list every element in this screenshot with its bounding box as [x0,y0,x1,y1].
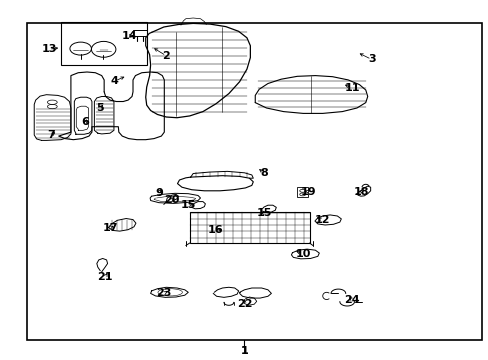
Text: 1: 1 [240,346,248,356]
Text: 2: 2 [162,51,170,61]
Bar [61,22,146,65]
Text: 9: 9 [155,188,163,198]
Text: 14: 14 [122,31,137,41]
Text: 11: 11 [344,83,359,93]
Bar [297,187,307,197]
Text: 15: 15 [180,200,196,210]
Text: 16: 16 [207,225,223,235]
Text: 21: 21 [97,272,113,282]
Text: 12: 12 [314,215,330,225]
Text: 20: 20 [164,195,180,205]
Text: 1: 1 [240,346,248,356]
Text: 10: 10 [295,249,310,259]
Text: 8: 8 [260,168,267,178]
Text: 19: 19 [300,186,315,197]
Text: 23: 23 [156,288,171,298]
Text: 15: 15 [256,208,271,218]
Bar [189,212,309,243]
Text: 17: 17 [102,222,118,233]
Bar [27,23,481,340]
Text: 18: 18 [353,186,369,197]
Text: 13: 13 [41,44,57,54]
Text: 5: 5 [96,103,104,113]
Text: 7: 7 [47,130,55,140]
Text: 4: 4 [111,76,119,86]
Text: 3: 3 [367,54,375,64]
Text: 22: 22 [236,299,252,309]
Text: 6: 6 [81,117,89,127]
Bar [133,30,146,36]
Text: 24: 24 [344,294,359,305]
